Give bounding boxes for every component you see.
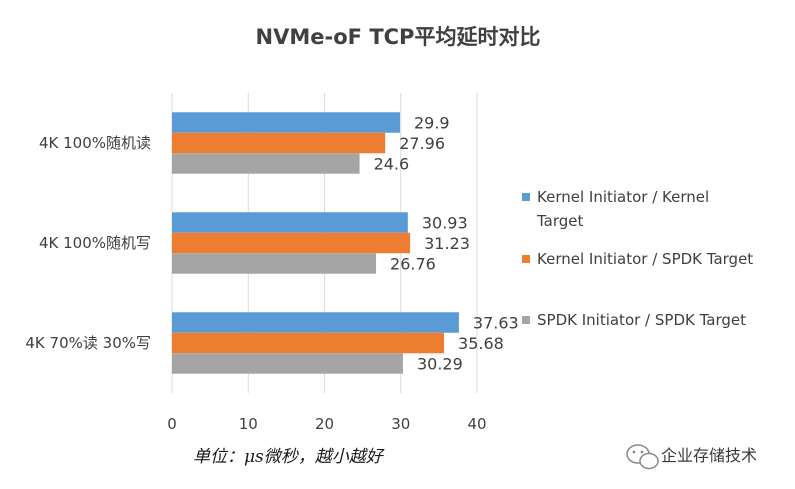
- bar-series-2-cat-2: [172, 353, 403, 374]
- data-label: 30.93: [422, 214, 468, 233]
- unit-note: 单位：μs微秒，越小越好: [193, 447, 385, 467]
- legend-swatch-0: [522, 193, 530, 201]
- bar-series-1-cat-2: [172, 332, 445, 354]
- legend: Kernel Initiator / Kernel Target Kernel In…: [522, 188, 753, 329]
- data-label: 29.9: [414, 114, 450, 133]
- x-tick-label: 0: [167, 415, 177, 433]
- x-tick-label: 20: [315, 415, 334, 433]
- legend-label-0: Kernel Initiator / Kernel Target: [536, 188, 709, 230]
- legend-swatch-2: [522, 316, 530, 324]
- data-label: 35.68: [458, 334, 504, 353]
- data-label: 24.6: [374, 155, 410, 174]
- data-label: 30.29: [417, 355, 463, 374]
- bar-series-0-cat-2: [172, 312, 459, 333]
- legend-swatch-1: [522, 255, 530, 263]
- bar-series-0-cat-1: [172, 212, 408, 233]
- bar-series-2-cat-1: [172, 253, 377, 274]
- watermark: 企业存储技术: [626, 444, 757, 470]
- category-label: 4K 100%随机读: [39, 134, 151, 152]
- x-tick-label: 10: [239, 415, 258, 433]
- category-labels: 4K 100%随机读 4K 100%随机写 4K 70%读 30%写: [25, 134, 151, 352]
- x-tick-labels: 0 10 20 30 40: [167, 415, 486, 433]
- data-label: 26.76: [390, 255, 436, 274]
- bar-series-1-cat-0: [172, 132, 386, 154]
- category-label: 4K 70%读 30%写: [25, 334, 151, 352]
- wechat-icon: [626, 444, 659, 470]
- bar-series-0-cat-0: [172, 112, 400, 133]
- legend-label-1: Kernel Initiator / SPDK Target: [537, 250, 753, 268]
- bar-series-2-cat-0: [172, 153, 360, 174]
- chart-title: NVMe-oF TCP平均延时对比: [256, 25, 541, 49]
- data-label: 27.96: [399, 134, 445, 153]
- bar-series-1-cat-1: [172, 232, 411, 254]
- bars: [172, 112, 459, 374]
- data-label: 31.23: [424, 234, 470, 253]
- legend-label-2: SPDK Initiator / SPDK Target: [537, 311, 746, 329]
- category-label: 4K 100%随机写: [39, 234, 151, 252]
- watermark-text: 企业存储技术: [661, 446, 757, 465]
- data-label: 37.63: [473, 314, 519, 333]
- x-tick-label: 40: [467, 415, 486, 433]
- x-tick-label: 30: [391, 415, 410, 433]
